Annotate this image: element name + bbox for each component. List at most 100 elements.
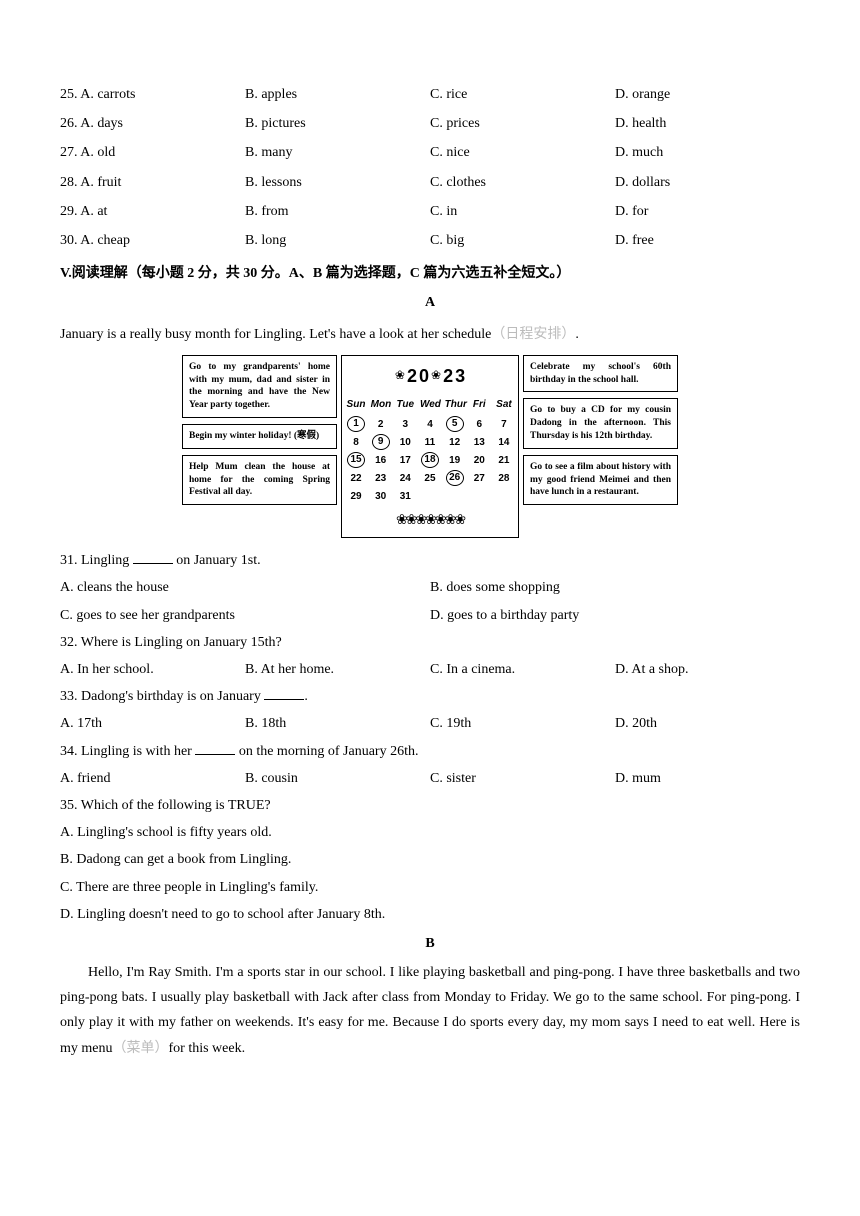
mcq-opt-b: B. many: [245, 138, 430, 167]
q33-stem: 33. Dadong's birthday is on January .: [60, 684, 800, 709]
mcq-opt-b: B. apples: [245, 80, 430, 109]
calendar-week-row: 22232425262728: [346, 470, 514, 488]
q34-pre: 34. Lingling is with her: [60, 744, 195, 759]
calendar-date-circled: 1: [347, 416, 365, 432]
mcq-row: 30. A. cheapB. longC. bigD. free: [60, 226, 800, 255]
q35-stem: 35. Which of the following is TRUE?: [60, 793, 800, 818]
calendar-date-circled: 15: [347, 452, 365, 468]
calendar-week-row: 15161718192021: [346, 452, 514, 470]
q33-a: A. 17th: [60, 711, 245, 736]
schedule-note-left: Help Mum clean the house at home for the…: [182, 455, 337, 505]
calendar-date: 27: [469, 470, 489, 488]
mcq-opt-b: B. lessons: [245, 168, 430, 197]
calendar-date: 16: [371, 452, 391, 470]
calendar-date-circled: 26: [446, 470, 464, 486]
year-d1: 0: [419, 360, 429, 392]
schedule-note-right: Go to buy a CD for my cousin Dadong in t…: [523, 398, 678, 448]
q34-b: B. cousin: [245, 766, 430, 791]
q34-stem: 34. Lingling is with her on the morning …: [60, 739, 800, 764]
q32-d: D. At a shop.: [615, 657, 800, 682]
mcq-opt-d: D. much: [615, 138, 800, 167]
schedule-note-left: Go to my grandparents' home with my mum,…: [182, 355, 337, 418]
mcq-row: 25. A. carrotsB. applesC. riceD. orange: [60, 80, 800, 109]
calendar-date: 19: [445, 452, 465, 470]
blank: [264, 688, 304, 701]
ornament-icon: ❀: [395, 365, 405, 387]
q35-c: C. There are three people in Lingling's …: [60, 875, 800, 900]
mcq-opt-a: 25. A. carrots: [60, 80, 245, 109]
calendar-year: ❀ 2 0 ❀ 2 3: [346, 360, 514, 392]
calendar-date: 31: [395, 488, 415, 506]
schedule-figure: Go to my grandparents' home with my mum,…: [60, 355, 800, 539]
calendar-week-row: 293031: [346, 488, 514, 506]
mcq-row: 29. A. atB. fromC. inD. for: [60, 197, 800, 226]
calendar-date: 3: [395, 416, 415, 434]
q33-b: B. 18th: [245, 711, 430, 736]
schedule-note-right: Celebrate my school's 60th birthday in t…: [523, 355, 678, 393]
mcq-opt-d: D. for: [615, 197, 800, 226]
q32-a: A. In her school.: [60, 657, 245, 682]
calendar-date: 11: [420, 434, 440, 452]
calendar-date: 10: [395, 434, 415, 452]
mcq-opt-b: B. pictures: [245, 109, 430, 138]
calendar-date: 12: [445, 434, 465, 452]
calendar-date: 21: [494, 452, 514, 470]
mcq-row: 26. A. daysB. picturesC. pricesD. health: [60, 109, 800, 138]
mcq-opt-a: 29. A. at: [60, 197, 245, 226]
q34-d: D. mum: [615, 766, 800, 791]
q35-d: D. Lingling doesn't need to go to school…: [60, 902, 800, 927]
mcq-opt-a: 26. A. days: [60, 109, 245, 138]
q31-post: on January 1st.: [173, 553, 261, 568]
calendar-date: [494, 488, 514, 506]
q32-opts: A. In her school. B. At her home. C. In …: [60, 657, 800, 682]
calendar-date: 14: [494, 434, 514, 452]
calendar-dow: Fri: [469, 396, 489, 414]
calendar-dow: Thur: [445, 396, 465, 414]
calendar-date: [445, 488, 465, 506]
calendar-date: 4: [420, 416, 440, 434]
mcq-opt-c: C. nice: [430, 138, 615, 167]
calendar-date: [420, 488, 440, 506]
calendar-date: 20: [469, 452, 489, 470]
calendar-dow: Mon: [371, 396, 391, 414]
passage-b-gloss: （菜单）: [113, 1041, 169, 1056]
q33-c: C. 19th: [430, 711, 615, 736]
q35-a: A. Lingling's school is fifty years old.: [60, 820, 800, 845]
q33-post: .: [304, 689, 308, 704]
q35-b: B. Dadong can get a book from Lingling.: [60, 847, 800, 872]
calendar-date: 29: [346, 488, 366, 506]
q31-a: A. cleans the house: [60, 575, 430, 600]
calendar: ❀ 2 0 ❀ 2 3 SunMonTueWedThurFriSat 12345…: [341, 355, 519, 539]
calendar-date: 17: [395, 452, 415, 470]
calendar-date-circled: 9: [372, 434, 390, 450]
passage-b-post: for this week.: [169, 1041, 246, 1056]
calendar-date: 25: [420, 470, 440, 488]
passage-b: Hello, I'm Ray Smith. I'm a sports star …: [60, 960, 800, 1061]
mcq-opt-c: C. rice: [430, 80, 615, 109]
q32-stem: 32. Where is Lingling on January 15th?: [60, 630, 800, 655]
intro-a-dot: .: [575, 327, 579, 342]
calendar-dow: Sun: [346, 396, 366, 414]
q34-post: on the morning of January 26th.: [235, 744, 418, 759]
mcq-opt-c: C. clothes: [430, 168, 615, 197]
ornament-icon: ❀: [431, 365, 441, 387]
mcq-opt-d: D. orange: [615, 80, 800, 109]
q32-b: B. At her home.: [245, 657, 430, 682]
mcq-opt-d: D. free: [615, 226, 800, 255]
schedule-note-right: Go to see a film about history with my g…: [523, 455, 678, 505]
intro-a-text: January is a really busy month for Lingl…: [60, 327, 491, 342]
calendar-date-circled: 5: [446, 416, 464, 432]
mcq-opt-a: 28. A. fruit: [60, 168, 245, 197]
q34-c: C. sister: [430, 766, 615, 791]
mcq-opt-c: C. big: [430, 226, 615, 255]
passage-label-a: A: [60, 290, 800, 315]
q31-d: D. goes to a birthday party: [430, 603, 800, 628]
q33-opts: A. 17th B. 18th C. 19th D. 20th: [60, 711, 800, 736]
year-d3: 3: [455, 360, 465, 392]
q31-stem: 31. Lingling on January 1st.: [60, 548, 800, 573]
blank: [195, 742, 235, 755]
q31-c: C. goes to see her grandparents: [60, 603, 430, 628]
calendar-date: 2: [371, 416, 391, 434]
passage-label-b: B: [60, 931, 800, 956]
mcq-opt-c: C. prices: [430, 109, 615, 138]
